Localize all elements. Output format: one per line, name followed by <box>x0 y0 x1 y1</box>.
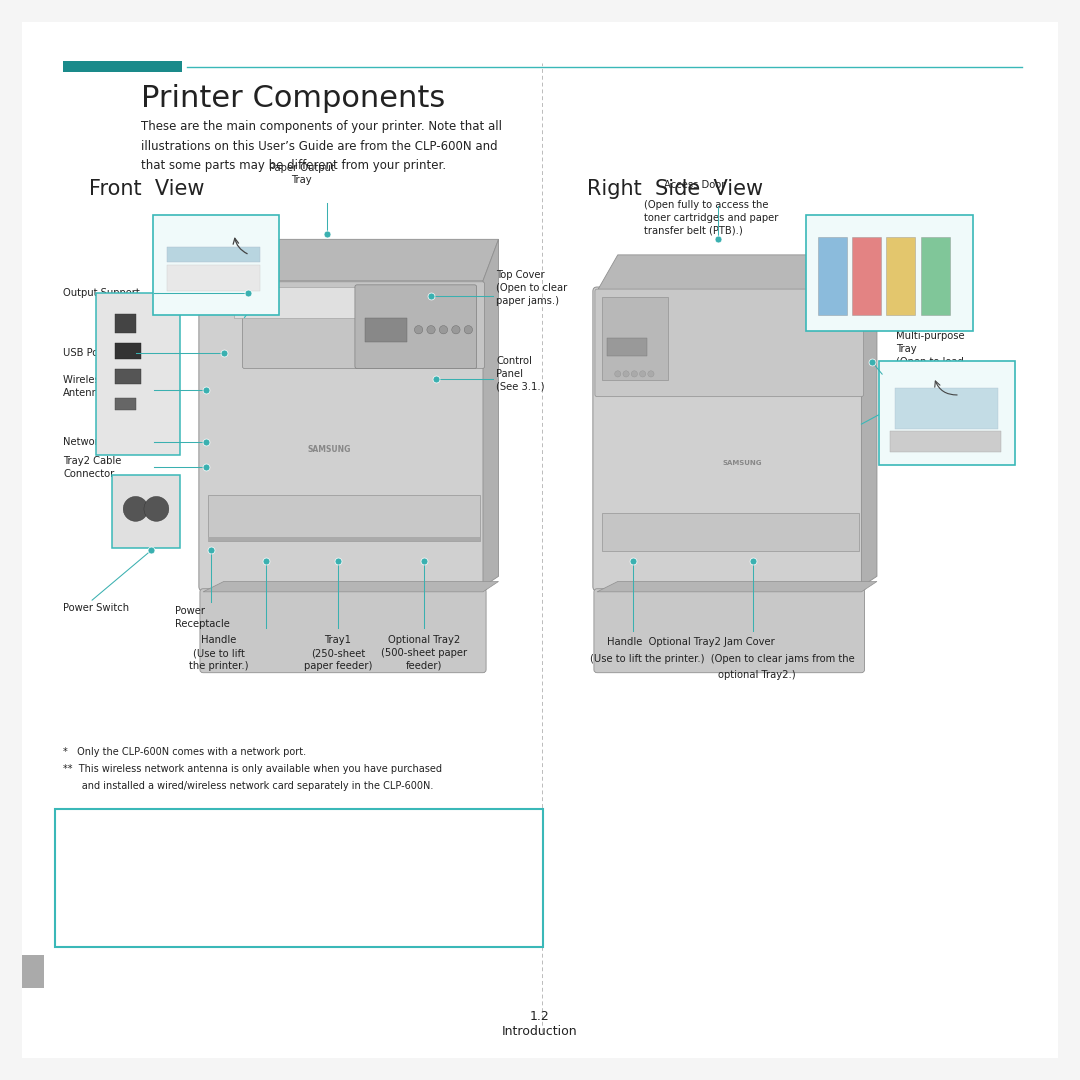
Bar <box>234 287 402 318</box>
Text: Introduction: Introduction <box>502 1025 578 1038</box>
Circle shape <box>615 370 621 377</box>
Text: and installed a wired/wireless network card separately in the CLP-600N.: and installed a wired/wireless network c… <box>63 781 433 791</box>
FancyBboxPatch shape <box>55 809 543 947</box>
Circle shape <box>427 325 435 334</box>
FancyBboxPatch shape <box>355 285 476 368</box>
FancyBboxPatch shape <box>199 276 487 591</box>
Text: Wireless Network
Antenna**: Wireless Network Antenna** <box>63 375 150 397</box>
FancyBboxPatch shape <box>96 294 180 455</box>
Bar <box>920 238 949 315</box>
Bar <box>208 537 480 541</box>
Text: SAMSUNG: SAMSUNG <box>723 460 762 465</box>
FancyBboxPatch shape <box>153 216 279 315</box>
Bar <box>607 338 647 356</box>
Bar <box>852 238 881 315</box>
Circle shape <box>464 325 473 334</box>
Circle shape <box>648 370 654 377</box>
Text: that some parts may be different from your printer.: that some parts may be different from yo… <box>140 160 446 173</box>
Polygon shape <box>483 240 499 586</box>
Text: Tray2 Cable
Connector: Tray2 Cable Connector <box>63 456 121 478</box>
Text: optional Tray2.): optional Tray2.) <box>718 670 796 679</box>
Text: SAMSUNG: SAMSUNG <box>308 445 351 454</box>
Text: Power
Receptacle: Power Receptacle <box>175 606 230 630</box>
Polygon shape <box>203 240 499 281</box>
FancyBboxPatch shape <box>112 475 180 549</box>
Text: illustrations on this User’s Guide are from the CLP-600N and: illustrations on this User’s Guide are f… <box>140 139 498 152</box>
Bar <box>894 388 998 429</box>
Bar <box>166 246 260 262</box>
Text: Multi-purpose
Tray
(Open to load
special print
materials.): Multi-purpose Tray (Open to load special… <box>895 332 964 392</box>
Text: Top Cover
(Open to clear
paper jams.): Top Cover (Open to clear paper jams.) <box>497 270 568 306</box>
FancyBboxPatch shape <box>595 289 864 396</box>
Text: Handle  Optional Tray2 Jam Cover: Handle Optional Tray2 Jam Cover <box>607 637 775 647</box>
Circle shape <box>440 325 447 334</box>
Bar <box>818 238 847 315</box>
Text: Optional Tray2
(500-sheet paper
feeder): Optional Tray2 (500-sheet paper feeder) <box>381 635 467 671</box>
Text: Control
Panel
(See 3.1.): Control Panel (See 3.1.) <box>497 356 545 392</box>
Bar <box>114 314 136 333</box>
FancyBboxPatch shape <box>593 287 865 591</box>
Circle shape <box>451 325 460 334</box>
Text: Power Switch: Power Switch <box>63 604 130 613</box>
Text: (Open fully to access the
toner cartridges and paper
transfer belt (PTB).): (Open fully to access the toner cartridg… <box>644 200 778 235</box>
Bar <box>114 343 140 359</box>
Bar <box>208 495 480 541</box>
Text: Tray1
(250-sheet
paper feeder): Tray1 (250-sheet paper feeder) <box>303 635 372 671</box>
Bar <box>887 238 916 315</box>
Bar <box>890 431 1001 451</box>
Text: NOTE:  The surface of the output tray may become hot if you
print a large number: NOTE: The surface of the output tray may… <box>79 826 456 894</box>
Text: These are the main components of your printer. Note that all: These are the main components of your pr… <box>140 120 502 133</box>
FancyBboxPatch shape <box>879 361 1015 465</box>
Circle shape <box>631 370 637 377</box>
Bar <box>114 369 140 384</box>
Circle shape <box>623 370 630 377</box>
Bar <box>22 955 44 988</box>
Circle shape <box>123 497 148 522</box>
Circle shape <box>639 370 646 377</box>
Text: Front  View: Front View <box>89 179 204 199</box>
Polygon shape <box>597 255 877 292</box>
FancyBboxPatch shape <box>807 216 973 330</box>
FancyBboxPatch shape <box>200 589 486 673</box>
Bar <box>603 297 669 380</box>
Bar <box>166 266 260 292</box>
Circle shape <box>144 497 168 522</box>
Text: Access Door: Access Door <box>664 179 726 190</box>
Text: Printer Components: Printer Components <box>140 84 445 112</box>
Text: *   Only the CLP-600N comes with a network port.: * Only the CLP-600N comes with a network… <box>63 747 307 757</box>
Text: (Use to lift the printer.)  (Open to clear jams from the: (Use to lift the printer.) (Open to clea… <box>590 654 854 664</box>
Polygon shape <box>597 581 877 592</box>
Text: Handle
(Use to lift
the printer.): Handle (Use to lift the printer.) <box>189 635 248 671</box>
Text: Paper Output
Tray: Paper Output Tray <box>269 163 335 186</box>
Bar <box>603 513 859 551</box>
Polygon shape <box>862 255 877 586</box>
Bar <box>63 60 183 72</box>
FancyBboxPatch shape <box>594 589 864 673</box>
FancyBboxPatch shape <box>242 282 485 368</box>
Text: 1.2: 1.2 <box>530 1011 550 1024</box>
Text: Network Port*: Network Port* <box>63 436 133 446</box>
Text: Output Support: Output Support <box>63 288 139 298</box>
Bar <box>114 397 136 410</box>
Bar <box>365 318 407 342</box>
Text: USB Port: USB Port <box>63 349 106 359</box>
Text: **  This wireless network antenna is only available when you have purchased: ** This wireless network antenna is only… <box>63 764 442 774</box>
Polygon shape <box>203 581 499 592</box>
Text: Right  Side  View: Right Side View <box>586 179 762 199</box>
Circle shape <box>415 325 422 334</box>
